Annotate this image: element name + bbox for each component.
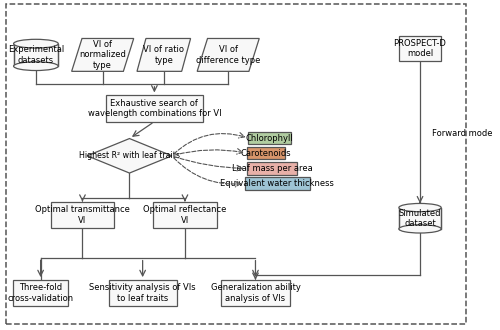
Ellipse shape [399, 204, 441, 212]
Bar [50, 202, 114, 228]
Bar [108, 280, 176, 306]
Polygon shape [87, 139, 172, 173]
Bar [13, 280, 68, 306]
Text: Optimal transmittance
VI: Optimal transmittance VI [35, 205, 130, 225]
Text: Sensitivity analysis of VIs
to leaf traits: Sensitivity analysis of VIs to leaf trai… [90, 283, 196, 303]
Text: Chlorophyll: Chlorophyll [246, 134, 294, 143]
Bar [244, 177, 310, 190]
Text: Generalization ability
analysis of VIs: Generalization ability analysis of VIs [210, 283, 300, 303]
Text: VI of
difference type: VI of difference type [196, 45, 260, 65]
Ellipse shape [14, 62, 58, 71]
Text: Forward mode: Forward mode [432, 129, 492, 138]
Bar [399, 208, 441, 229]
Text: Equivalent water thickness: Equivalent water thickness [220, 179, 334, 188]
Text: Highest R² with leaf traits: Highest R² with leaf traits [79, 151, 180, 160]
Text: Leaf mass per area: Leaf mass per area [232, 164, 312, 173]
Bar [248, 132, 290, 144]
Ellipse shape [399, 225, 441, 233]
Text: Simulated
dataset: Simulated dataset [399, 209, 442, 228]
Text: PROSPECT-D
model: PROSPECT-D model [394, 39, 446, 58]
Text: VI of ratio
type: VI of ratio type [144, 45, 184, 65]
Text: Carotenoids: Carotenoids [240, 149, 291, 158]
Bar [222, 280, 290, 306]
Polygon shape [72, 39, 134, 71]
Text: VI of
normalized
type: VI of normalized type [79, 40, 126, 70]
Text: Experimental
datasets: Experimental datasets [8, 45, 64, 65]
Text: Three-fold
cross-validation: Three-fold cross-validation [8, 283, 74, 303]
Polygon shape [137, 39, 190, 71]
Bar [106, 95, 202, 122]
Bar [399, 36, 441, 61]
Bar [246, 147, 285, 159]
Polygon shape [197, 39, 259, 71]
Bar [246, 162, 298, 175]
Text: Optimal reflectance
VI: Optimal reflectance VI [144, 205, 226, 225]
Bar [14, 44, 58, 66]
Ellipse shape [14, 39, 58, 48]
Text: Exhaustive search of
wavelength combinations for VI: Exhaustive search of wavelength combinat… [88, 99, 221, 118]
Bar [153, 202, 216, 228]
